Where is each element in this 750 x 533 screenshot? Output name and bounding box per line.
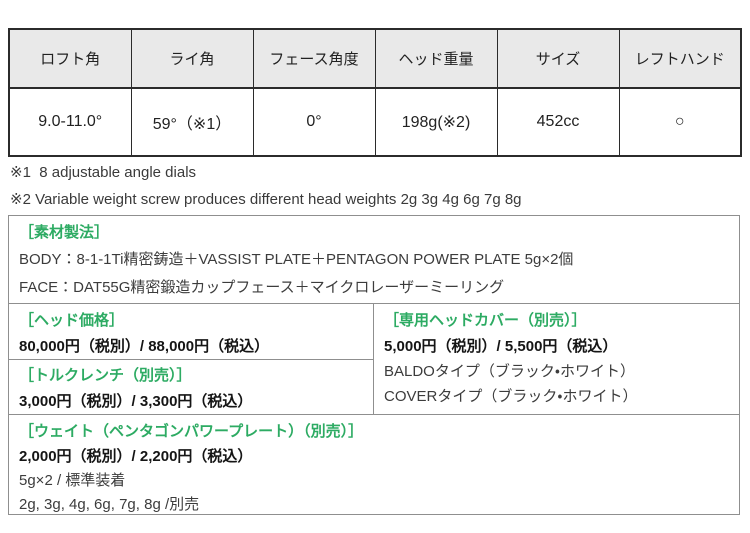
head-cover-section: ［専用ヘッドカバー（別売）］ 5,000円（税別）/ 5,500円（税込） BA… — [374, 304, 739, 414]
detail-table: ［素材製法］ BODY：8-1-1Ti精密鋳造＋VASSIST PLATE＋PE… — [8, 215, 740, 515]
footnote-1: ※1 8 adjustable angle dials — [10, 164, 197, 181]
head-cover-type-cover: COVERタイプ（ブラック・ホワイト） — [384, 388, 638, 405]
spec-table: ロフト角 ライ角 フェース角度 ヘッド重量 サイズ レフトハンド 9.0-11.… — [8, 28, 742, 157]
footnotes: ※1 8 adjustable angle dials ※2 Variable … — [10, 159, 522, 213]
spec-value-loft-angle: 9.0-11.0° — [8, 87, 132, 157]
weight-standard: 5g×2 / 標準装着 — [19, 472, 126, 489]
weight-section: ［ウェイト（ペンタゴンパワープレート）（別売）］ 2,000円（税別）/ 2,2… — [9, 415, 739, 514]
weight-price: 2,000円（税別）/ 2,200円（税込） — [19, 448, 253, 465]
head-price-value: 80,000円（税別）/ 88,000円（税込） — [19, 338, 270, 355]
head-price-section: ［ヘッド価格］ 80,000円（税別）/ 88,000円（税込） — [9, 304, 373, 360]
spec-value-left-hand: ○ — [618, 87, 742, 157]
material-face-line: FACE：DAT55G精密鍛造カップフェース＋マイクロレーザーミーリング — [19, 279, 505, 296]
price-columns: ［ヘッド価格］ 80,000円（税別）/ 88,000円（税込） ［トルクレンチ… — [9, 304, 739, 415]
spec-value-head-weight: 198g(※2) — [374, 87, 498, 157]
spec-header-lie-angle: ライ角 — [130, 28, 254, 89]
weight-title: ［ウェイト（ペンタゴンパワープレート）（別売）］ — [19, 423, 364, 440]
material-section: ［素材製法］ BODY：8-1-1Ti精密鋳造＋VASSIST PLATE＋PE… — [9, 216, 739, 304]
head-cover-type-baldo: BALDOタイプ（ブラック・ホワイト） — [384, 363, 635, 380]
torque-wrench-section: ［トルクレンチ（別売）］ 3,000円（税別）/ 3,300円（税込） — [9, 360, 373, 414]
spec-header-left-hand: レフトハンド — [618, 28, 742, 89]
left-column: ［ヘッド価格］ 80,000円（税別）/ 88,000円（税込） ［トルクレンチ… — [9, 304, 374, 414]
spec-value-size: 452cc — [496, 87, 620, 157]
head-cover-title: ［専用ヘッドカバー（別売）］ — [384, 312, 587, 329]
weight-optional: 2g, 3g, 4g, 6g, 7g, 8g /別売 — [19, 496, 200, 513]
spec-value-lie-angle: 59°（※1） — [130, 87, 254, 157]
material-body-line: BODY：8-1-1Ti精密鋳造＋VASSIST PLATE＋PENTAGON … — [19, 251, 574, 268]
spec-header-loft-angle: ロフト角 — [8, 28, 132, 89]
torque-wrench-title: ［トルクレンチ（別売）］ — [19, 367, 192, 384]
spec-header-head-weight: ヘッド重量 — [374, 28, 498, 89]
spec-header-face-angle: フェース角度 — [252, 28, 376, 89]
spec-header-row: ロフト角 ライ角 フェース角度 ヘッド重量 サイズ レフトハンド — [8, 28, 742, 89]
head-cover-price: 5,000円（税別）/ 5,500円（税込） — [384, 338, 618, 355]
footnote-2: ※2 Variable weight screw produces differ… — [10, 191, 522, 208]
spec-value-row: 9.0-11.0° 59°（※1） 0° 198g(※2) 452cc ○ — [8, 87, 742, 157]
head-price-title: ［ヘッド価格］ — [19, 312, 125, 329]
torque-wrench-price: 3,000円（税別）/ 3,300円（税込） — [19, 393, 253, 410]
spec-value-face-angle: 0° — [252, 87, 376, 157]
spec-header-size: サイズ — [496, 28, 620, 89]
material-title: ［素材製法］ — [19, 224, 110, 241]
